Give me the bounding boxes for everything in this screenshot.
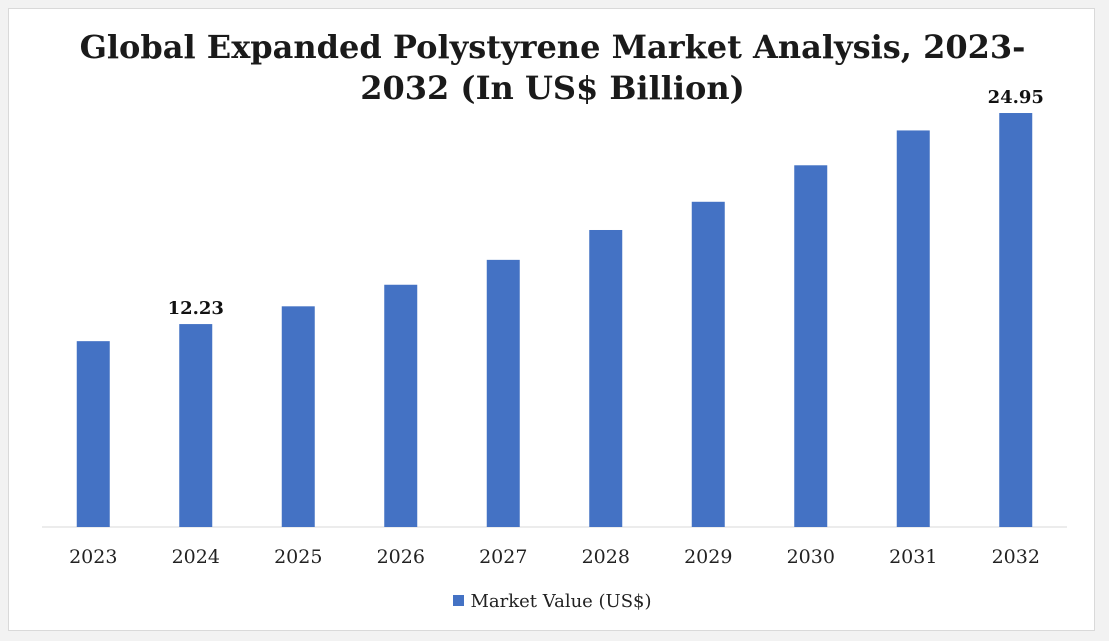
chart-title-line-2: 2032 (In US$ Billion) (360, 69, 745, 107)
legend-label: Market Value (US$) (470, 591, 652, 612)
bar-2028 (589, 229, 623, 527)
bar-2023 (76, 341, 110, 527)
legend-swatch (453, 595, 465, 606)
bar-2025 (281, 306, 315, 527)
bar-2024 (179, 324, 213, 527)
x-tick-label-2024: 2024 (172, 546, 220, 568)
bar-2029 (691, 201, 725, 527)
bar-2032 (999, 113, 1033, 527)
x-tick-label-2027: 2027 (479, 546, 527, 568)
x-tick-label-2031: 2031 (889, 546, 937, 568)
x-tick-label-2029: 2029 (684, 546, 732, 568)
bar-chart-plot: 2023 2024 2025 2026 2027 2028 2029 2030 2031 2032… (42, 87, 1067, 568)
x-tick-label-2030: 2030 (787, 546, 835, 568)
bar-2027 (486, 259, 520, 527)
bar-2030 (794, 165, 828, 527)
x-tick-label-2032: 2032 (992, 546, 1040, 568)
chart-frame: Global Expanded Polystyrene Market Analy… (8, 8, 1095, 631)
data-label-2032: 24.95 (988, 87, 1044, 108)
x-tick-label-2026: 2026 (377, 546, 425, 568)
bar-2031 (896, 130, 930, 527)
x-tick-label-2023: 2023 (69, 546, 117, 568)
x-tick-label-2025: 2025 (274, 546, 322, 568)
data-labels: 12.23 24.95 (168, 87, 1044, 319)
x-tick-label-2028: 2028 (582, 546, 630, 568)
x-axis-tick-labels: 2023 2024 2025 2026 2027 2028 2029 2030 2031 2032 (69, 546, 1040, 568)
legend: Market Value (US$) (9, 591, 1096, 612)
chart-title: Global Expanded Polystyrene Market Analy… (9, 27, 1096, 109)
bar-series (76, 113, 1033, 527)
data-label-2024: 12.23 (168, 298, 224, 319)
bar-2026 (384, 284, 418, 527)
chart-title-line-1: Global Expanded Polystyrene Market Analy… (79, 28, 1026, 66)
